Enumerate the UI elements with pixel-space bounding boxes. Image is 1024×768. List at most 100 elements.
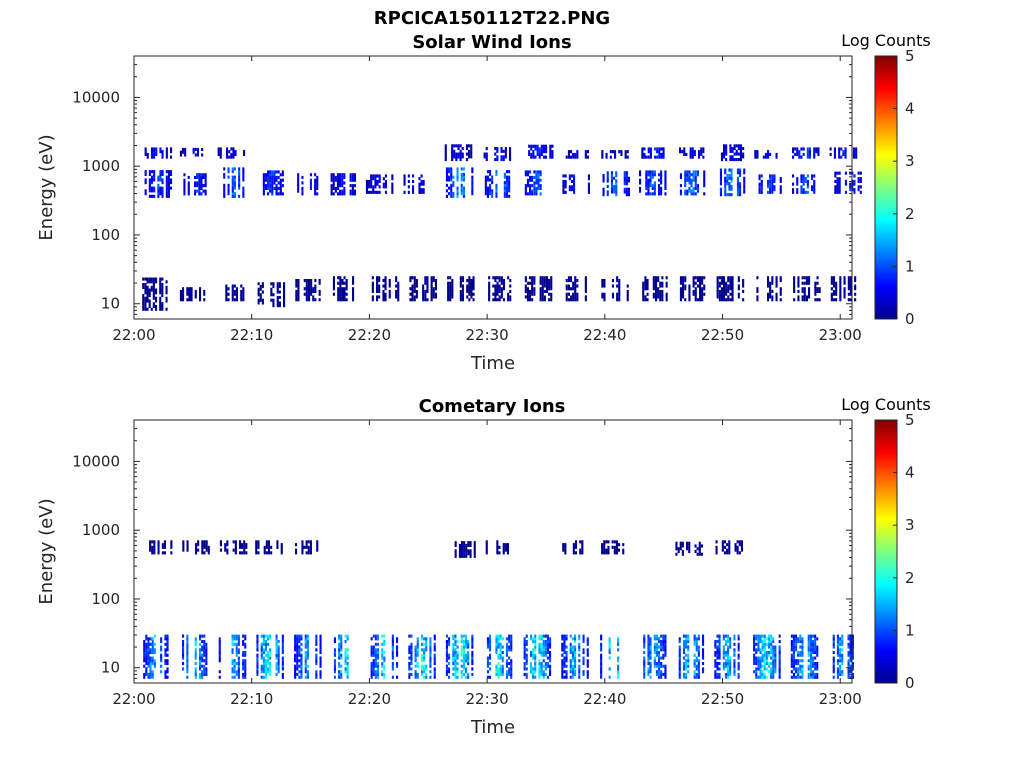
spectrogram-cell <box>658 173 661 177</box>
spectrogram-cell <box>757 634 760 638</box>
spectrogram-cell <box>190 287 193 291</box>
spectrogram-cell <box>150 307 153 311</box>
spectrogram-cell <box>714 664 717 668</box>
spectrogram-cell <box>743 171 746 175</box>
spectrogram-cell <box>855 152 858 156</box>
spectrogram-cell <box>470 281 473 285</box>
spectrogram-cell <box>232 150 235 154</box>
spectrogram-cell <box>767 276 770 280</box>
spectrogram-cell <box>765 642 768 646</box>
spectrogram-cell <box>730 193 733 197</box>
x-tick-label: 22:30 <box>465 690 508 708</box>
spectrogram-cell <box>838 182 841 186</box>
spectrogram-cell <box>196 173 199 177</box>
spectrogram-cell <box>376 276 379 280</box>
spectrogram-cell <box>816 281 819 285</box>
spectrogram-cell <box>433 648 436 652</box>
spectrogram-cell <box>723 284 726 288</box>
spectrogram-cell <box>538 662 541 666</box>
spectrogram-cell <box>147 664 150 668</box>
spectrogram-cell <box>775 298 778 302</box>
spectrogram-cell <box>742 281 745 285</box>
spectrogram-cell <box>563 662 566 666</box>
spectrogram-cell <box>281 675 284 679</box>
spectrogram-cell <box>489 192 492 196</box>
spectrogram-cell <box>601 545 604 549</box>
spectrogram-cell <box>531 279 534 283</box>
spectrogram-cell <box>606 190 609 194</box>
spectrogram-cell <box>306 648 309 652</box>
spectrogram-cell <box>462 642 465 646</box>
spectrogram-cell <box>343 186 346 190</box>
spectrogram-cell <box>688 170 691 174</box>
spectrogram-cell <box>790 662 793 666</box>
spectrogram-cell <box>806 190 809 194</box>
spectrogram-cell <box>508 637 511 641</box>
spectrogram-cell <box>778 634 781 638</box>
spectrogram-cell <box>565 287 568 291</box>
spectrogram-cell <box>205 667 208 671</box>
spectrogram-cell <box>182 640 185 644</box>
spectrogram-cell <box>445 656 448 660</box>
spectrogram-cell <box>277 186 280 190</box>
spectrogram-cell <box>403 182 406 186</box>
spectrogram-cell <box>727 298 730 302</box>
spectrogram-cell <box>542 640 545 644</box>
spectrogram-cell <box>485 545 488 549</box>
spectrogram-cell <box>735 152 738 156</box>
spectrogram-cell <box>683 672 686 676</box>
spectrogram-cell <box>269 670 272 674</box>
spectrogram-cell <box>281 170 284 174</box>
spectrogram-cell <box>256 653 259 657</box>
spectrogram-cell <box>142 307 145 311</box>
spectrogram-cell <box>339 298 342 302</box>
spectrogram-cell <box>383 656 386 660</box>
spectrogram-cell <box>255 545 258 549</box>
spectrogram-cell <box>792 675 795 679</box>
spectrogram-cell <box>603 295 606 299</box>
spectrogram-cell <box>199 672 202 676</box>
spectrogram-cell <box>525 672 528 676</box>
spectrogram-cell <box>182 667 185 671</box>
spectrogram-cell <box>269 175 272 179</box>
spectrogram-cell <box>461 287 464 291</box>
spectrogram-cell <box>652 281 655 285</box>
spectrogram-cell <box>855 150 858 154</box>
spectrogram-cell <box>564 174 567 178</box>
spectrogram-cell <box>703 178 706 182</box>
spectrogram-cell <box>796 190 799 194</box>
spectrogram-cell <box>574 152 577 156</box>
spectrogram-cell <box>615 540 618 544</box>
spectrogram-cell <box>572 155 575 159</box>
spectrogram-cell <box>199 637 202 641</box>
spectrogram-cell <box>731 289 734 293</box>
spectrogram-cell <box>721 548 724 552</box>
spectrogram-cell <box>763 634 766 638</box>
spectrogram-cell <box>271 192 274 196</box>
spectrogram-cell <box>231 183 234 187</box>
spectrogram-cell <box>772 659 775 663</box>
spectrogram-cell <box>167 181 170 185</box>
colorbar-tick-label: 1 <box>905 257 915 275</box>
colorbar-tick-label: 1 <box>905 621 915 639</box>
spectrogram-cell <box>275 651 278 655</box>
spectrogram-cell <box>424 295 427 299</box>
y-tick-label: 1000 <box>82 521 120 539</box>
spectrogram-cell <box>144 172 147 176</box>
spectrogram-cell <box>424 292 427 296</box>
spectrogram-cell <box>739 182 742 186</box>
spectrogram-cell <box>600 642 603 646</box>
spectrogram-cell <box>730 174 733 178</box>
spectrogram-cell <box>643 642 646 646</box>
spectrogram-cell <box>847 637 850 641</box>
spectrogram-cell <box>807 664 810 668</box>
spectrogram-cell <box>472 284 475 288</box>
spectrogram-cell <box>816 664 819 668</box>
spectrogram-cell <box>834 185 837 189</box>
spectrogram-cell <box>403 177 406 181</box>
spectrogram-cell <box>497 645 500 649</box>
spectrogram-cell <box>376 672 379 676</box>
spectrogram-cell <box>264 634 267 638</box>
spectrogram-cell <box>466 284 469 288</box>
spectrogram-cell <box>729 670 732 674</box>
